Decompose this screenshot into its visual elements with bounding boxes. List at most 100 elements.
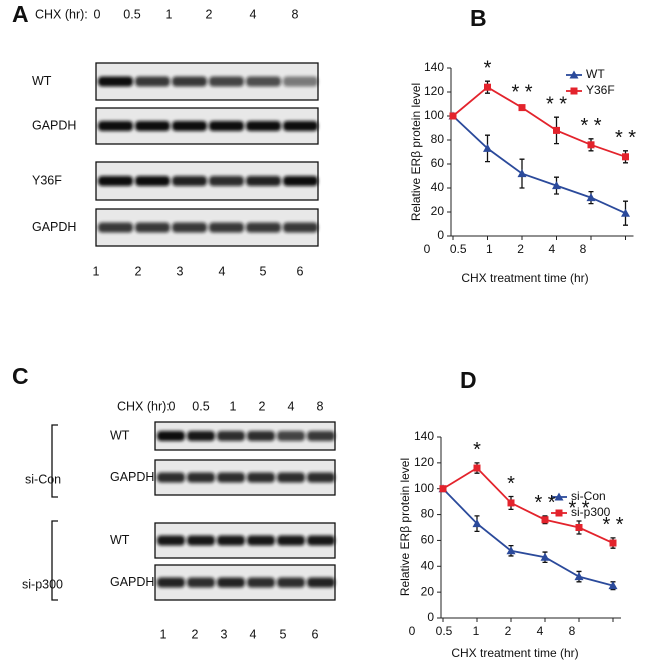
- y-tick-label: 20: [421, 584, 435, 598]
- point: [507, 499, 515, 507]
- point: [518, 104, 526, 112]
- x-tick-label: 0: [424, 242, 431, 256]
- time-label: CHX (hr):: [117, 399, 170, 413]
- panel-label: C: [12, 363, 29, 389]
- time: 1: [166, 7, 173, 21]
- band: [135, 76, 170, 87]
- x-tick-label: 8: [580, 242, 587, 256]
- lane-number: 6: [297, 264, 304, 278]
- point: [553, 126, 560, 134]
- band: [246, 76, 281, 87]
- time: 1: [230, 399, 237, 413]
- band: [209, 121, 244, 131]
- legend-marker: [555, 509, 563, 517]
- y-tick-label: 0: [437, 228, 444, 242]
- x-tick-label: 4: [537, 624, 544, 638]
- significance: * *: [568, 497, 589, 519]
- time: 2: [206, 7, 213, 21]
- band: [157, 535, 185, 546]
- x-axis-label: CHX treatment time (hr): [451, 646, 578, 660]
- y-tick-label: 0: [427, 610, 434, 624]
- band: [217, 577, 245, 588]
- y-axis-label: Relative ERβ protein level: [409, 83, 423, 221]
- panel-label: B: [470, 5, 487, 31]
- band: [247, 472, 275, 483]
- point: [609, 539, 617, 547]
- y-tick-label: 80: [431, 132, 445, 146]
- band: [247, 431, 275, 441]
- significance: *: [484, 57, 492, 79]
- significance: * *: [580, 115, 601, 137]
- legend-marker: [554, 492, 564, 501]
- band: [247, 535, 275, 546]
- y-tick-label: 40: [421, 558, 435, 572]
- y-axis-label: Relative ERβ protein level: [398, 458, 412, 596]
- band: [283, 222, 318, 233]
- band: [217, 535, 245, 546]
- panel-label: A: [12, 1, 29, 27]
- band: [277, 577, 305, 588]
- series-line: [442, 466, 614, 544]
- point: [483, 143, 492, 152]
- band: [247, 577, 275, 588]
- time-label: CHX (hr):: [35, 7, 88, 21]
- point: [506, 546, 516, 555]
- y-tick-label: 40: [431, 180, 445, 194]
- band: [307, 577, 335, 588]
- y-tick-label: 120: [424, 84, 444, 98]
- band: [157, 431, 185, 441]
- band: [172, 121, 207, 131]
- time: 0: [94, 7, 101, 21]
- y-tick-label: 120: [414, 455, 434, 469]
- band: [157, 472, 185, 483]
- y-tick-label: 140: [424, 60, 444, 74]
- point: [439, 485, 447, 493]
- point: [587, 141, 595, 149]
- band: [283, 76, 318, 87]
- band: [98, 176, 133, 186]
- lane-number: 2: [135, 264, 142, 278]
- group-label: si-p300: [22, 577, 63, 591]
- row-label: GAPDH: [110, 575, 154, 589]
- band: [209, 76, 244, 87]
- significance: * *: [511, 81, 532, 103]
- band: [172, 176, 207, 186]
- series-line: [452, 115, 626, 215]
- row-label: GAPDH: [110, 470, 154, 484]
- band: [307, 535, 335, 546]
- lane-number: 1: [160, 627, 167, 641]
- x-tick-label: 2: [505, 624, 512, 638]
- x-tick-label: 2: [517, 242, 524, 256]
- significance: *: [473, 439, 481, 461]
- band: [187, 577, 215, 588]
- y-tick-label: 60: [431, 156, 445, 170]
- lane-number: 3: [177, 264, 184, 278]
- legend-marker: [570, 87, 578, 95]
- point: [517, 169, 527, 178]
- point: [622, 153, 629, 161]
- row-label: WT: [110, 533, 130, 547]
- point: [552, 181, 561, 190]
- band: [157, 577, 185, 588]
- band: [283, 121, 318, 131]
- y-tick-label: 20: [431, 204, 445, 218]
- band: [277, 535, 305, 546]
- time: 4: [250, 7, 257, 21]
- band: [277, 431, 305, 441]
- lane-number: 4: [219, 264, 226, 278]
- legend-label: WT: [586, 67, 605, 81]
- band: [98, 222, 133, 233]
- band: [283, 176, 318, 186]
- time: 2: [259, 399, 266, 413]
- band: [187, 472, 215, 483]
- legend-label: si-p300: [571, 505, 611, 519]
- band: [98, 76, 133, 87]
- row-label: GAPDH: [32, 118, 76, 132]
- band: [246, 121, 281, 131]
- x-tick-label: 4: [548, 242, 555, 256]
- band: [187, 431, 215, 441]
- x-tick-label: 1: [486, 242, 493, 256]
- panel-label: D: [460, 367, 477, 393]
- row-label: Y36F: [32, 173, 62, 187]
- lane-number: 5: [260, 264, 267, 278]
